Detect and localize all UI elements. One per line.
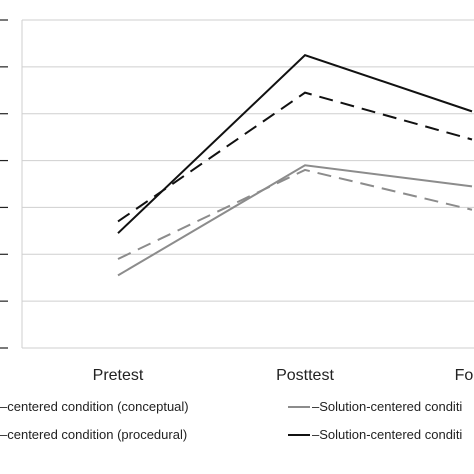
- legend-label: –centered condition (procedural): [0, 427, 187, 442]
- x-axis-labels: Pretest Posttest Follo: [93, 367, 474, 384]
- legend-label: –centered condition (conceptual): [0, 399, 189, 414]
- x-tick-label: Follo: [455, 367, 474, 384]
- gridlines: [21, 19, 474, 349]
- x-tick-label: Posttest: [276, 367, 334, 384]
- series-line: [117, 54, 473, 234]
- series-lines: [117, 54, 473, 277]
- series-line: [117, 164, 473, 277]
- legend: –centered condition (conceptual) –centere…: [0, 399, 462, 442]
- y-axis-ticks: [0, 19, 8, 349]
- series-line: [117, 168, 473, 260]
- series-line: [117, 91, 473, 223]
- x-tick-label: Pretest: [93, 367, 144, 384]
- legend-label: –Solution-centered conditi: [312, 399, 462, 414]
- legend-label: –Solution-centered conditi: [312, 427, 462, 442]
